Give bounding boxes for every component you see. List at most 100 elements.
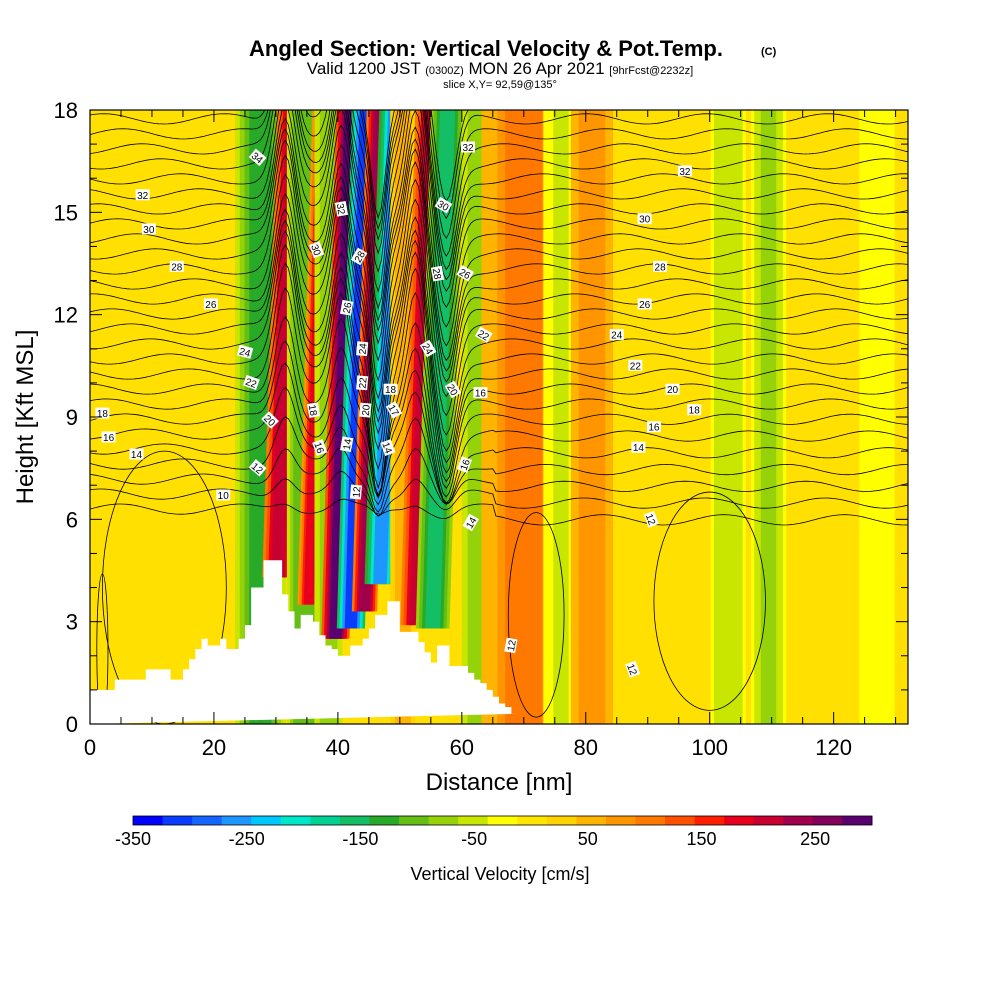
contour-label-text: 16 [475,389,487,400]
contour-label-bg [444,380,462,399]
contour-label-text: 32 [679,167,691,178]
y-tick-label: 15 [54,200,78,225]
contour-label-text: 26 [457,267,473,282]
contour-label-bg [141,223,156,235]
contour-label-bg [677,165,692,177]
velocity-band-18-3 [869,110,885,724]
contour-label-text: 30 [308,243,322,258]
contour-label-bg [340,436,354,453]
contour-label-9: 16 [101,431,116,444]
contour-label-bg [356,341,369,357]
colorbar-swatch-7 [339,816,370,825]
contour-label-bg [242,374,260,390]
contour-label-28: 28 [430,265,445,282]
contour-label-bg [687,404,702,416]
y-tick-label: 0 [66,712,78,737]
contour-label-text: 18 [385,385,397,396]
contour-label-13: 32 [334,200,349,217]
x-tick-label: 40 [326,735,350,760]
contour-label-bg [236,344,254,359]
theta-contour-line-0 [90,498,908,526]
contour-label-text: 22 [244,377,259,391]
contour-label-4: 26 [203,298,218,311]
contour-label-bg [129,448,144,460]
colorbar-tick-label: 150 [686,829,716,849]
contour-label-text: 30 [435,199,451,214]
colorbar-tick-label: -350 [115,829,151,849]
contour-label-text: 14 [342,438,355,451]
contour-label-bg [334,200,349,217]
contour-label-text: 24 [358,342,370,354]
colorbar-swatch-15 [576,816,607,825]
contour-label-39: 28 [653,260,668,273]
colorbar-swatch-10 [428,816,459,825]
contour-label-bg [340,299,354,316]
colorbar-swatch-3 [221,816,252,825]
theta-contour-line-3 [90,416,908,513]
chart-title: Angled Section: Vertical Velocity & Pot.… [249,36,723,61]
colorbar-swatch-12 [487,816,518,825]
contour-label-bg [385,401,403,419]
subtitle-utc: (0300Z) [425,65,464,77]
contour-label-bg [356,375,369,391]
contour-label-text: 26 [342,301,355,314]
contour-label-bg [95,407,110,419]
theta-contour-line-10 [90,244,908,471]
theta-contour-line-18 [90,128,908,347]
contour-label-text: 26 [205,300,217,311]
contour-label-27: 30 [434,196,453,214]
colorbar-swatch-11 [458,816,489,825]
x-axis: 0 20 40 60 80 100 120 [84,110,897,760]
contour-label-21: 14 [340,436,355,453]
contour-label-46: 14 [631,441,646,454]
x-tick-label: 100 [691,735,728,760]
contour-label-6: 22 [242,374,260,391]
theta-contour-line-15 [90,173,908,400]
contour-label-29: 26 [456,265,474,282]
contour-label-37: 32 [677,165,692,178]
contour-label-32: 20 [444,380,462,399]
contour-label-48: 12 [504,637,519,654]
contour-label-18: 22 [356,375,370,391]
theta-contour-line-19 [90,117,908,332]
contour-label-bg [312,439,328,456]
contour-label-bg [456,456,473,474]
colorbar-swatch-9 [399,816,429,825]
colorbar-swatch-23 [812,816,843,825]
theta-contours [90,110,908,724]
contour-label-text: 16 [103,433,115,444]
contour-label-31: 22 [474,326,493,344]
y-tick-label: 6 [66,507,78,532]
colorbar-label: Vertical Velocity [cm/s] [410,864,589,884]
contour-label-bg [169,260,184,272]
contour-label-bg [456,265,474,282]
contour-label-bg [261,411,279,429]
contour-label-40: 26 [637,298,652,311]
contour-label-text: 12 [352,486,364,498]
contour-label-text: 20 [361,404,373,416]
contour-label-1: 32 [135,189,150,202]
colorbar-swatch-19 [694,816,725,825]
colorbar-swatch-5 [280,816,311,825]
colorbar-frame [132,815,873,826]
contour-label-bg [216,489,231,501]
terrain [90,560,518,724]
theta-contour-line-4 [90,387,908,506]
contour-label-22: 20 [359,402,373,418]
velocity-band-15-3 [582,110,602,724]
velocity-band-17-3 [760,110,777,724]
x-tick-label: 60 [450,735,474,760]
contour-label-text: 16 [648,423,660,434]
contour-label-text: 26 [639,300,651,311]
contour-label-text: 24 [238,346,252,360]
subtitle-date: MON 26 Apr 2021 [468,59,604,78]
contour-label-5: 24 [236,344,254,360]
colorbar-swatch-22 [783,816,814,825]
contour-label-bg [248,459,267,477]
contour-label-14: 30 [308,241,325,259]
contour-label-bg [359,402,372,418]
contour-label-text: 16 [311,441,325,456]
contour-label-bg [646,421,661,433]
